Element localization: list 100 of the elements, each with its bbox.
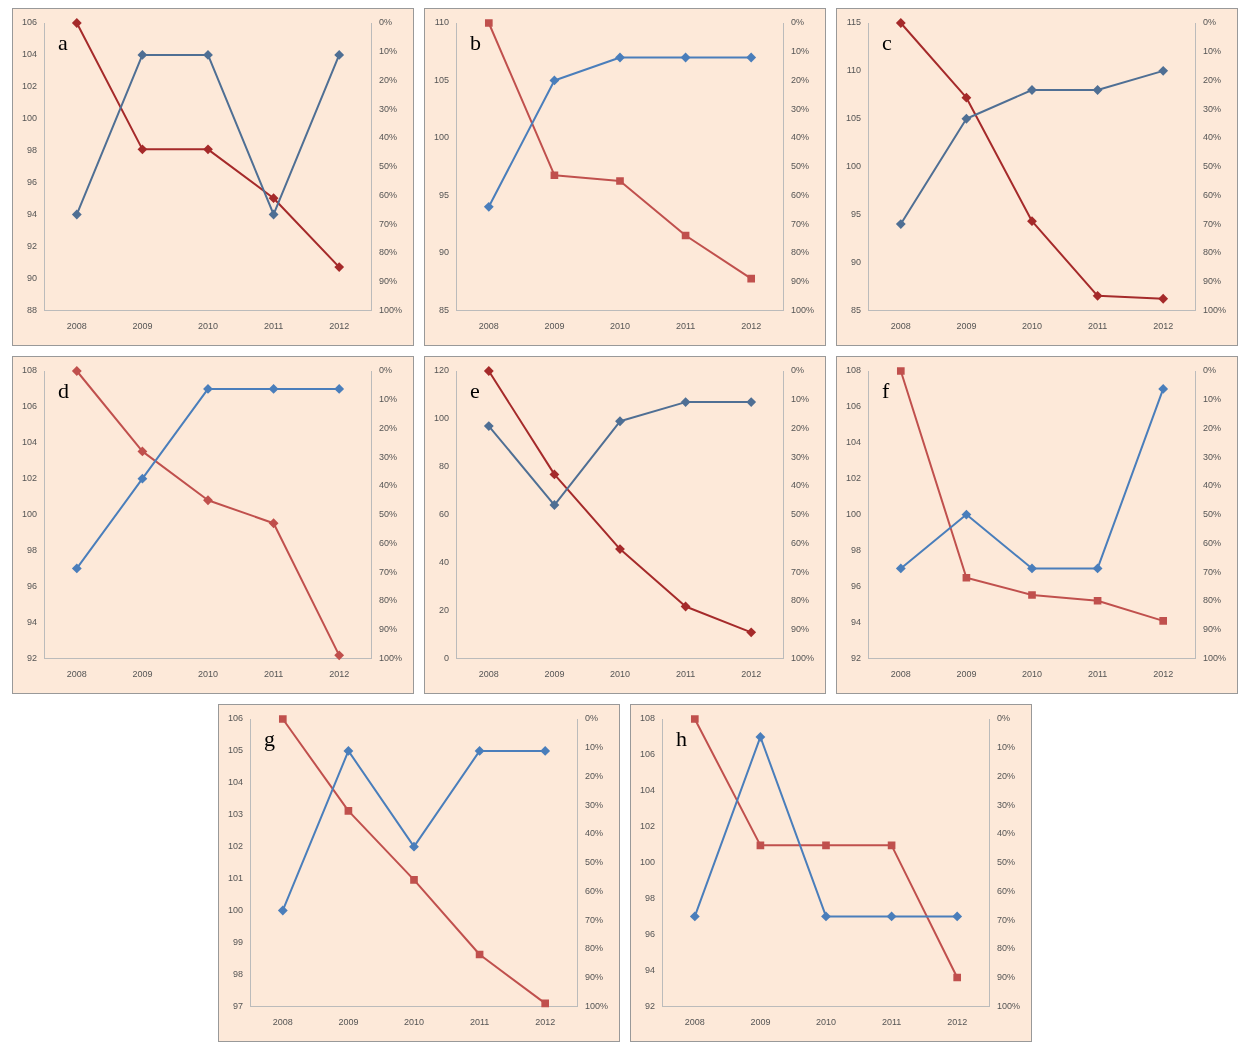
y-tick-label: 104	[845, 437, 862, 448]
y2-tick-label: 80%	[378, 247, 397, 258]
x-tick-label: 2009	[544, 669, 565, 680]
y2-tick-label: 0%	[790, 365, 804, 376]
y-tick-label: 92	[27, 652, 38, 663]
y-tick-label: 99	[233, 936, 244, 947]
y2-tick-label: 40%	[378, 132, 397, 143]
point	[616, 177, 624, 185]
y2-tick-label: 90%	[790, 275, 809, 286]
annotation: g	[264, 725, 276, 751]
point	[1158, 294, 1168, 304]
x-tick-label: 2011	[675, 321, 696, 332]
y2-tick-label: 20%	[790, 422, 809, 433]
y-tick-label: 100	[433, 132, 450, 143]
y-tick-label: 103	[227, 809, 244, 820]
y2-tick-label: 70%	[1202, 218, 1221, 229]
x-tick-label: 2011	[263, 669, 284, 680]
point	[681, 52, 691, 62]
y2-tick-label: 0%	[790, 17, 804, 28]
y-tick-label: 106	[227, 713, 244, 724]
x-tick-label: 2012	[535, 1017, 556, 1028]
point	[278, 715, 287, 723]
point	[961, 510, 971, 520]
y2-tick-label: 20%	[584, 770, 603, 781]
y2-tick-label: 80%	[790, 595, 809, 606]
point	[203, 495, 213, 505]
y2-tick-label: 90%	[584, 971, 603, 982]
y2-tick-label: 30%	[790, 103, 809, 114]
point	[1093, 85, 1103, 95]
x-tick-label: 2009	[750, 1017, 771, 1028]
y2-tick-label: 100%	[996, 1000, 1021, 1011]
point	[334, 262, 344, 272]
y-tick-label: 100	[21, 113, 38, 124]
point	[896, 563, 906, 573]
x-tick-label: 2012	[329, 669, 350, 680]
y2-tick-label: 30%	[584, 799, 603, 810]
point	[549, 469, 559, 479]
y-tick-label: 20	[439, 604, 450, 615]
y-tick-label: 85	[439, 304, 450, 315]
y-tick-label: 100	[433, 413, 450, 424]
y-tick-label: 88	[27, 304, 38, 315]
y-tick-label: 94	[27, 616, 38, 627]
y2-tick-label: 100%	[378, 652, 403, 663]
x-tick-label: 2009	[132, 669, 153, 680]
y-tick-label: 96	[27, 580, 38, 591]
point	[896, 18, 906, 28]
y2-tick-label: 40%	[584, 828, 603, 839]
y-tick-label: 95	[439, 189, 450, 200]
point	[690, 715, 699, 723]
y-tick-label: 102	[227, 841, 244, 852]
point	[549, 500, 559, 510]
y-tick-label: 120	[433, 365, 450, 376]
x-tick-label: 2011	[881, 1017, 902, 1028]
point	[137, 474, 147, 484]
x-tick-label: 2010	[197, 669, 219, 680]
point	[334, 650, 344, 660]
point	[962, 573, 971, 582]
x-tick-label: 2008	[890, 321, 911, 332]
y-tick-label: 100	[845, 509, 862, 520]
x-tick-label: 2008	[478, 669, 499, 680]
point	[409, 842, 419, 852]
y2-tick-label: 30%	[378, 451, 397, 462]
y-tick-label: 100	[639, 857, 656, 868]
point	[1158, 384, 1168, 394]
point	[203, 384, 213, 394]
point	[278, 905, 288, 915]
x-tick-label: 2009	[956, 669, 977, 680]
y-tick-label: 108	[21, 365, 38, 376]
point	[1093, 563, 1103, 573]
x-tick-label: 2009	[956, 321, 977, 332]
point	[1027, 563, 1037, 573]
x-tick-label: 2009	[338, 1017, 359, 1028]
y2-tick-label: 70%	[790, 566, 809, 577]
y-tick-label: 104	[227, 777, 244, 788]
y2-tick-label: 60%	[790, 537, 809, 548]
point	[1028, 591, 1036, 599]
y2-tick-label: 70%	[378, 218, 397, 229]
point	[550, 171, 559, 180]
x-tick-label: 2008	[478, 321, 499, 332]
y2-tick-label: 50%	[584, 857, 603, 868]
point	[953, 973, 962, 982]
y2-tick-label: 10%	[790, 394, 809, 405]
annotation: f	[882, 377, 891, 403]
y2-tick-label: 10%	[996, 742, 1015, 753]
annotation: b	[470, 29, 482, 55]
y2-tick-label: 40%	[790, 132, 809, 143]
x-tick-label: 2010	[1021, 669, 1043, 680]
annotation: a	[58, 29, 69, 55]
y2-tick-label: 80%	[1202, 247, 1221, 258]
point	[334, 384, 344, 394]
y-tick-label: 90	[851, 256, 862, 267]
point	[822, 841, 830, 850]
y-tick-label: 96	[27, 177, 38, 188]
y2-tick-label: 20%	[378, 422, 397, 433]
x-tick-label: 2011	[1087, 669, 1108, 680]
point	[549, 75, 559, 85]
y2-tick-label: 100%	[1202, 652, 1227, 663]
y-tick-label: 108	[639, 713, 656, 724]
y-tick-label: 108	[845, 365, 862, 376]
y2-tick-label: 70%	[790, 218, 809, 229]
